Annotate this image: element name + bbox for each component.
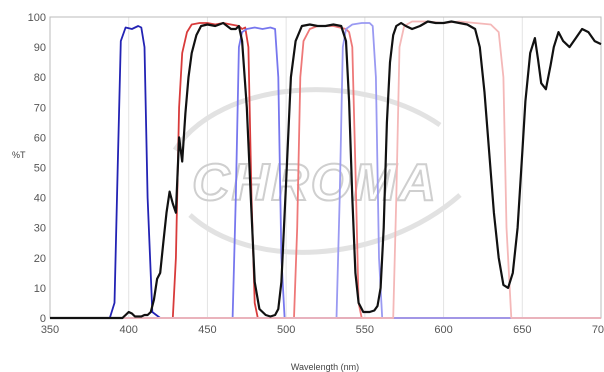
tick-labels: 350 400 450 500 550 600 650 700 0 10 20 30 40 50 60 70 8…: [28, 12, 604, 336]
y-tick-label: 10: [34, 283, 46, 295]
series-layer: [50, 20, 602, 320]
x-tick-label: 550: [356, 324, 374, 336]
series-line-3: [50, 26, 601, 319]
x-tick-label: 400: [120, 324, 138, 336]
y-tick-label: 100: [28, 12, 46, 24]
y-tick-label: 30: [34, 223, 46, 235]
x-tick-label: 600: [434, 324, 452, 336]
x-tick-label: 650: [513, 324, 531, 336]
watermark-swoosh: [172, 87, 442, 152]
y-tick-label: 90: [34, 42, 46, 54]
watermark-text: CHROMA: [192, 154, 438, 212]
chroma-watermark: CHROMA: [172, 87, 462, 255]
x-tick-label: 700: [592, 324, 604, 336]
series-line-7: [50, 20, 602, 320]
y-tick-label: 20: [34, 253, 46, 265]
y-tick-label: 40: [34, 193, 46, 205]
y-tick-label: 70: [34, 102, 46, 114]
y-tick-label: 60: [34, 132, 46, 144]
watermark-swoosh-lower: [188, 193, 462, 255]
series-line-5: [50, 22, 601, 319]
x-tick-label: 500: [277, 324, 295, 336]
x-tick-label: 450: [198, 324, 216, 336]
x-axis-label: Wavelength (nm): [291, 362, 359, 372]
y-tick-label: 80: [34, 72, 46, 84]
y-tick-label: 0: [40, 313, 46, 325]
series-line-4: [50, 25, 601, 319]
x-tick-label: 350: [41, 324, 59, 336]
y-tick-label: 50: [34, 163, 46, 175]
y-axis-label: %T: [12, 150, 26, 160]
series-line-1: [50, 25, 601, 319]
